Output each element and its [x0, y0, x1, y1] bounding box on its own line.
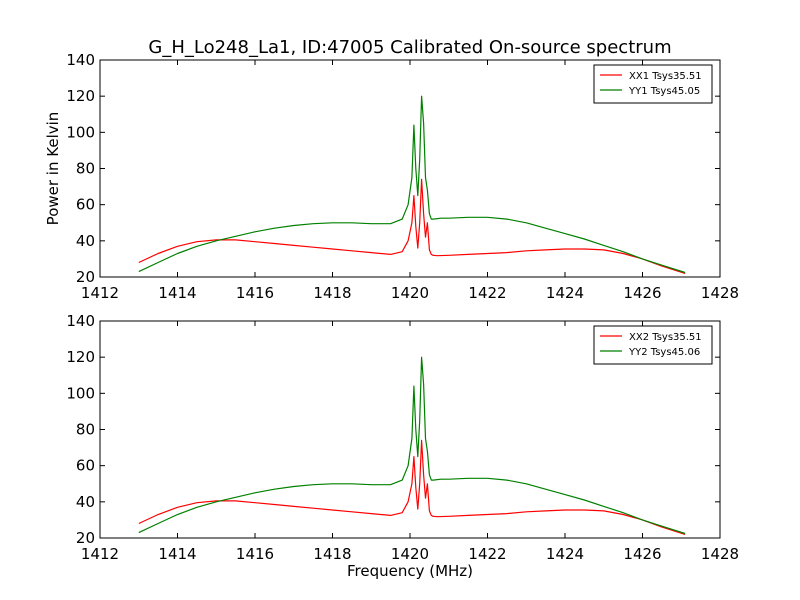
series-line [138, 178, 686, 274]
y-tick-label: 140 [66, 51, 95, 69]
y-tick-label: 140 [66, 312, 95, 330]
x-tick-label: 1426 [623, 545, 661, 563]
legend-label: YY1 Tsys45.05 [628, 86, 700, 97]
y-tick-label: 40 [76, 232, 95, 250]
x-tick-label: 1418 [313, 284, 351, 302]
x-tick-label: 1418 [313, 545, 351, 563]
y-axis-label: Power in Kelvin [44, 112, 62, 226]
x-tick-label: 1420 [391, 284, 429, 302]
series-line [138, 439, 686, 535]
legend-box [593, 325, 713, 365]
legend-label: YY2 Tsys45.06 [628, 347, 700, 358]
x-tick-label: 1416 [236, 545, 274, 563]
y-tick-label: 20 [76, 268, 95, 286]
legend: XX2 Tsys35.51 YY2 Tsys45.06 [593, 325, 713, 365]
legend: XX1 Tsys35.51 YY1 Tsys45.05 [593, 64, 713, 104]
chart-title: G_H_Lo248_La1, ID:47005 Calibrated On-so… [148, 37, 671, 58]
legend-label: XX2 Tsys35.51 [629, 332, 702, 343]
y-tick-label: 100 [66, 384, 95, 402]
y-tick-label: 100 [66, 123, 95, 141]
y-tick-label: 120 [66, 348, 95, 366]
x-tick-label: 1424 [546, 545, 584, 563]
y-tick-label: 80 [76, 421, 95, 439]
x-tick-label: 1420 [391, 545, 429, 563]
bottom-panel: 1412 1414 1416 1418 1420 1422 1424 1426 1428 20 40… [66, 312, 739, 580]
y-tick-label: 80 [76, 160, 95, 178]
x-tick-label: 1428 [701, 545, 739, 563]
x-tick-label: 1424 [546, 284, 584, 302]
x-tick-label: 1412 [81, 545, 119, 563]
top-panel: 1412 1414 1416 1418 1420 1422 1424 1426 1428 20 40… [44, 51, 739, 302]
x-axis-label: Frequency (MHz) [347, 562, 473, 580]
y-tick-label: 40 [76, 493, 95, 511]
series-line [138, 95, 686, 274]
series-line [138, 356, 686, 535]
legend-label: XX1 Tsys35.51 [629, 71, 702, 82]
legend-box [593, 64, 713, 104]
x-tick-label: 1422 [468, 284, 506, 302]
x-tick-label: 1426 [623, 284, 661, 302]
x-tick-label: 1422 [468, 545, 506, 563]
y-tick-label: 120 [66, 87, 95, 105]
x-tick-label: 1414 [158, 284, 196, 302]
x-tick-label: 1416 [236, 284, 274, 302]
y-tick-label: 20 [76, 529, 95, 547]
x-tick-label: 1414 [158, 545, 196, 563]
y-tick-label: 60 [76, 457, 95, 475]
x-tick-label: 1428 [701, 284, 739, 302]
y-tick-label: 60 [76, 196, 95, 214]
x-tick-label: 1412 [81, 284, 119, 302]
